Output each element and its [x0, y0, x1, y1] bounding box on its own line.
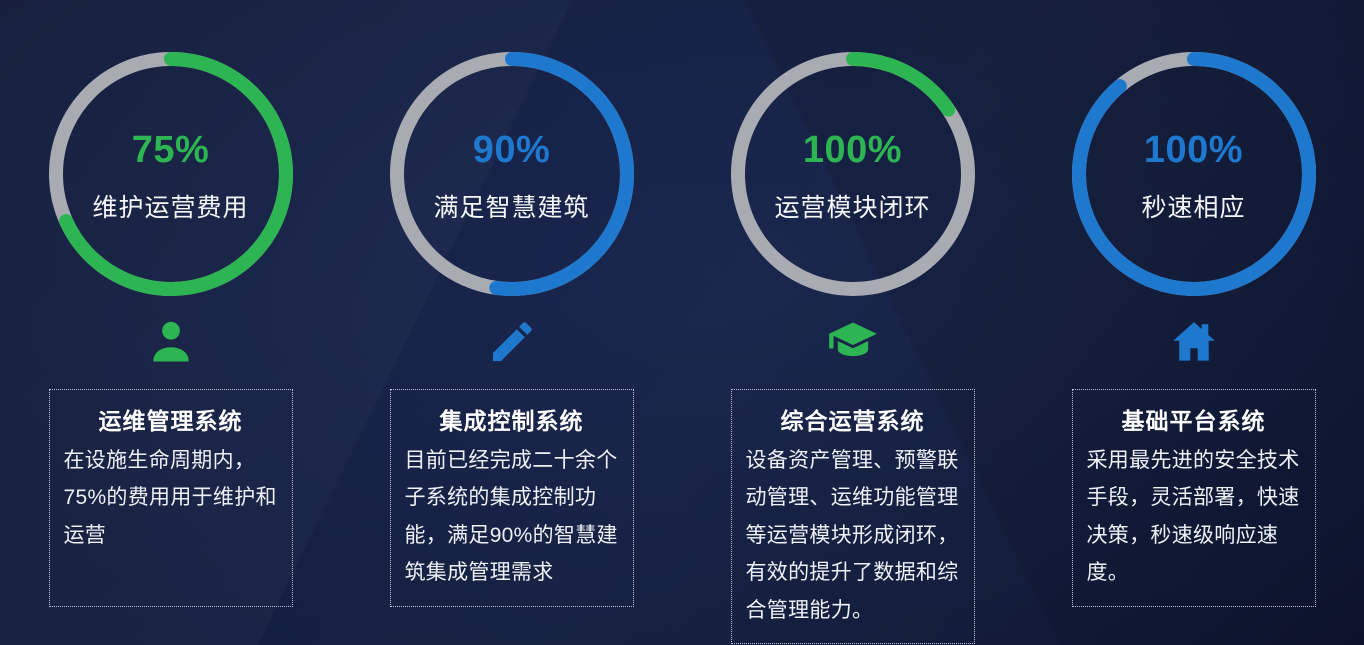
column-base-platform: 100% 秒速相应 基础平台系统 采用最先进的安全技术手段，灵活部署，快速决策，…	[1023, 52, 1364, 644]
column-operations-maintenance: 75% 维护运营费用 运维管理系统 在设施生命周期内，75%的费用用于维护和运营	[0, 52, 341, 644]
ring-value-arc	[1071, 52, 1316, 296]
column-comprehensive-operations: 100% 运营模块闭环 综合运营系统 设备资产管理、预警联动管理、运维功能管理等…	[682, 52, 1023, 644]
donut-gauge-3: 100% 运营模块闭环	[730, 52, 975, 296]
donut-gauge-4-svg	[1071, 52, 1316, 296]
donut-gauge-4: 100% 秒速相应	[1071, 52, 1316, 296]
card-operations-maintenance: 运维管理系统 在设施生命周期内，75%的费用用于维护和运营	[48, 389, 293, 607]
card-body: 采用最先进的安全技术手段，灵活部署，快速决策，秒速级响应速度。	[1086, 449, 1300, 585]
percent-value: 100%	[802, 128, 903, 171]
card-title: 集成控制系统	[439, 408, 584, 434]
percent-value: 90%	[472, 128, 551, 171]
ring-center-text: 75% 维护运营费用	[49, 52, 293, 296]
card-body: 设备资产管理、预警联动管理、运维功能管理等运营模块形成闭环，有效的提升了数据和综…	[745, 449, 959, 622]
ring-center-text: 100% 秒速相应	[1072, 52, 1316, 296]
donut-gauge-1-svg	[48, 52, 293, 296]
ring-label: 秒速相应	[1141, 193, 1246, 222]
percent-value: 100%	[1143, 128, 1244, 171]
home-icon	[1168, 316, 1220, 368]
graduation-cap-icon	[827, 316, 879, 368]
ring-value-arc	[730, 52, 975, 296]
card-title: 综合运营系统	[780, 408, 925, 434]
user-icon	[145, 316, 197, 368]
pencil-icon	[486, 316, 538, 368]
ring-value-arc	[389, 52, 634, 296]
ring-value-arc	[48, 52, 293, 296]
ring-label: 运营模块闭环	[774, 193, 931, 222]
card-comprehensive-operations: 综合运营系统 设备资产管理、预警联动管理、运维功能管理等运营模块形成闭环，有效的…	[730, 389, 975, 644]
card-title: 基础平台系统	[1121, 408, 1266, 434]
donut-gauge-2: 90% 满足智慧建筑	[389, 52, 634, 296]
ring-center-text: 90% 满足智慧建筑	[390, 52, 634, 296]
donut-gauge-2-svg	[389, 52, 634, 296]
card-base-platform: 基础平台系统 采用最先进的安全技术手段，灵活部署，快速决策，秒速级响应速度。	[1071, 389, 1316, 607]
column-integrated-control: 90% 满足智慧建筑 集成控制系统 目前已经完成二十余个子系统的集成控制功能，满…	[341, 52, 682, 644]
ring-label: 维护运营费用	[92, 193, 249, 222]
card-integrated-control: 集成控制系统 目前已经完成二十余个子系统的集成控制功能，满足90%的智慧建筑集成…	[389, 389, 634, 607]
percent-value: 75%	[131, 128, 210, 171]
donut-gauge-3-svg	[730, 52, 975, 296]
card-body: 在设施生命周期内，75%的费用用于维护和运营	[63, 449, 277, 547]
donut-gauge-1: 75% 维护运营费用	[48, 52, 293, 296]
card-body: 目前已经完成二十余个子系统的集成控制功能，满足90%的智慧建筑集成管理需求	[404, 449, 618, 585]
ring-center-text: 100% 运营模块闭环	[731, 52, 975, 296]
ring-label: 满足智慧建筑	[433, 193, 590, 222]
card-title: 运维管理系统	[98, 408, 243, 434]
